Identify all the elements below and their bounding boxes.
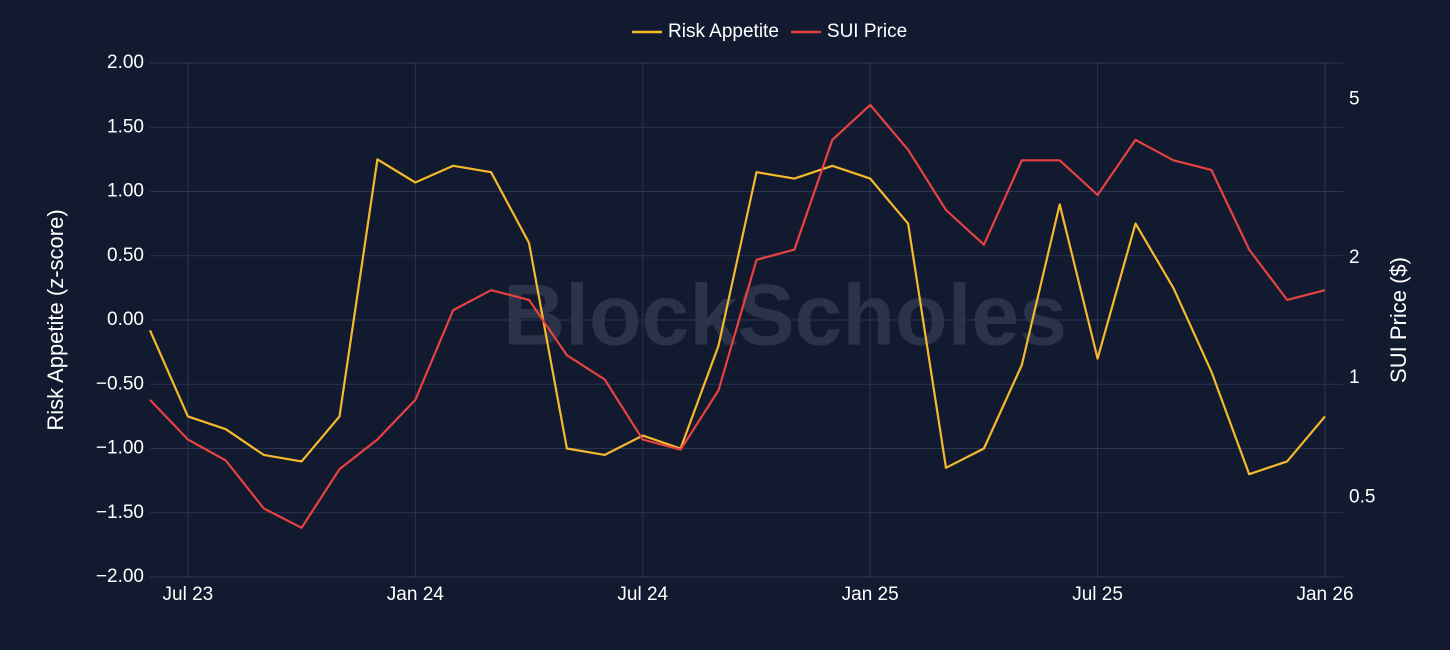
line-series [148,158,1326,476]
legend-label: SUI Price [827,21,907,42]
x-tick-label: Jan 26 [1296,584,1353,605]
x-tick-label: Jul 23 [163,584,214,605]
y-axis-label: Risk Appetite (z-score) [43,209,68,430]
y-tick-label: −2.00 [96,566,144,587]
y2-tick-label: 0.5 [1349,487,1375,508]
x-tick-label: Jul 24 [617,584,668,605]
y-tick-label: 0.50 [107,245,144,266]
y-tick-label: 2.00 [107,52,144,73]
y-tick-label: −1.00 [96,438,144,459]
y2-tick-label: 1 [1349,367,1360,388]
x-tick-label: Jan 25 [842,584,899,605]
line-series [149,103,1326,529]
legend-label: Risk Appetite [668,21,779,42]
y-tick-label: −1.50 [96,502,144,523]
y-tick-label: 1.00 [107,181,144,202]
y2-tick-label: 2 [1349,247,1360,268]
y-tick-label: 0.00 [107,309,144,330]
y-tick-label: −0.50 [96,373,144,394]
watermark: BlockScholes [503,268,1067,364]
x-tick-label: Jul 25 [1072,584,1123,605]
y2-axis-label: SUI Price ($) [1386,257,1411,383]
y-tick-label: 1.50 [107,116,144,137]
x-tick-label: Jan 24 [387,584,444,605]
y2-tick-label: 5 [1349,89,1360,110]
